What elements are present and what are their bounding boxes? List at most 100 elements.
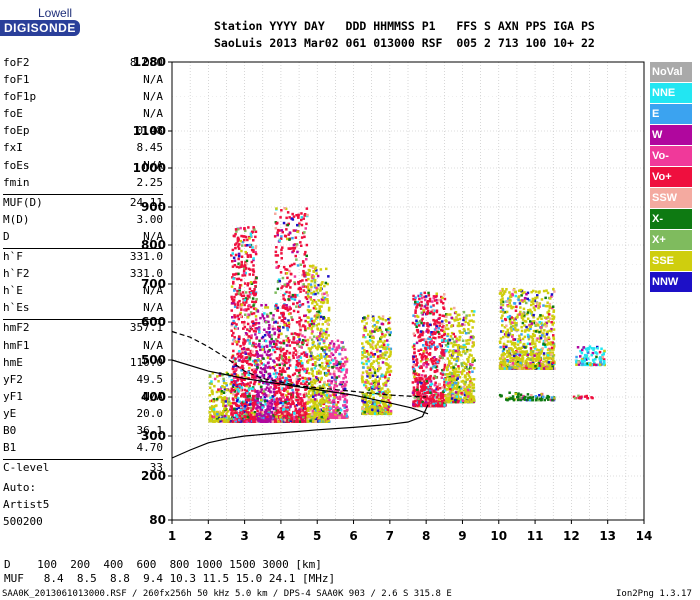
- echo-point: [238, 384, 241, 388]
- echo-point: [311, 320, 314, 323]
- echo-point: [316, 291, 320, 295]
- echo-point: [293, 411, 296, 415]
- echo-point: [235, 265, 239, 269]
- echo-point: [316, 408, 319, 411]
- echo-point: [314, 307, 318, 311]
- echo-point: [329, 414, 332, 418]
- echo-point: [259, 360, 262, 363]
- echo-point: [301, 303, 305, 306]
- echo-point: [426, 300, 430, 303]
- echo-point: [251, 368, 254, 372]
- echo-point: [365, 350, 369, 353]
- echo-point: [254, 390, 257, 393]
- echo-point: [368, 412, 372, 415]
- echo-point: [302, 341, 305, 345]
- echo-point: [297, 410, 301, 413]
- echo-point: [430, 331, 433, 334]
- echo-point: [243, 308, 246, 312]
- echo-point: [419, 339, 422, 342]
- echo-point: [254, 230, 258, 233]
- echo-point: [297, 369, 300, 372]
- echo-point: [413, 391, 416, 394]
- echo-point: [412, 401, 416, 405]
- echo-point: [435, 292, 438, 295]
- echo-point: [316, 405, 320, 408]
- echo-point: [314, 398, 317, 401]
- echo-point: [321, 323, 324, 326]
- echo-point: [425, 303, 428, 306]
- echo-point: [280, 235, 283, 238]
- echo-point: [336, 363, 339, 366]
- echo-point: [455, 316, 458, 319]
- echo-point: [313, 402, 317, 406]
- echo-point: [381, 374, 385, 377]
- echo-point: [276, 400, 279, 403]
- echo-point: [412, 367, 415, 371]
- echo-point: [423, 381, 427, 385]
- echo-point: [380, 409, 383, 413]
- echo-point: [428, 323, 432, 326]
- echo-point: [298, 374, 302, 377]
- echo-point: [433, 364, 436, 368]
- echo-point: [414, 296, 417, 299]
- echo-point: [311, 343, 315, 346]
- echo-point: [418, 297, 421, 301]
- echo-point: [422, 369, 425, 373]
- echo-point: [429, 311, 432, 315]
- echo-point: [431, 356, 435, 360]
- echo-point: [252, 388, 256, 392]
- echo-point: [320, 338, 324, 341]
- y-tick-label: 300: [141, 429, 166, 443]
- echo-point: [230, 297, 234, 301]
- echo-point: [253, 288, 256, 291]
- echo-point: [219, 412, 223, 415]
- echo-point: [273, 379, 277, 382]
- echo-point: [238, 289, 241, 292]
- echo-point: [334, 348, 337, 351]
- echo-point: [244, 359, 247, 362]
- echo-point: [422, 383, 425, 387]
- echo-point: [430, 404, 433, 407]
- echo-point: [318, 307, 321, 311]
- echo-point: [216, 414, 219, 417]
- echo-point: [433, 319, 437, 323]
- echo-point: [317, 386, 320, 390]
- echo-point: [315, 346, 318, 350]
- echo-point: [427, 294, 431, 297]
- echo-point: [285, 335, 288, 338]
- echo-point: [313, 281, 317, 284]
- echo-point: [376, 321, 379, 324]
- echo-point: [427, 291, 430, 295]
- echo-point: [315, 404, 318, 407]
- echo-point: [256, 363, 259, 366]
- echo-point: [271, 420, 275, 423]
- echo-point: [304, 296, 308, 299]
- echo-point: [233, 314, 236, 317]
- echo-point: [224, 400, 227, 403]
- echo-point: [431, 300, 434, 303]
- echo-point: [314, 414, 318, 417]
- echo-point: [438, 402, 442, 405]
- echo-point: [319, 404, 323, 408]
- y-tick-label: 1100: [133, 124, 166, 138]
- echo-point: [249, 255, 252, 258]
- echo-point: [309, 412, 312, 416]
- echo-point: [386, 343, 390, 347]
- echo-point: [268, 417, 271, 421]
- echo-point: [340, 382, 344, 386]
- echo-point: [368, 372, 372, 375]
- echo-point: [209, 413, 212, 417]
- echo-point: [235, 242, 238, 245]
- echo-point: [247, 295, 251, 298]
- echo-point: [416, 381, 420, 384]
- echo-point: [282, 311, 285, 315]
- echo-point: [303, 353, 307, 357]
- echo-point: [255, 412, 259, 416]
- echo-point: [253, 395, 256, 398]
- echo-point: [373, 369, 377, 372]
- echo-point: [246, 411, 249, 415]
- echo-point: [373, 412, 377, 415]
- echo-point: [304, 407, 307, 410]
- echo-point: [249, 387, 253, 390]
- echo-point: [237, 317, 240, 321]
